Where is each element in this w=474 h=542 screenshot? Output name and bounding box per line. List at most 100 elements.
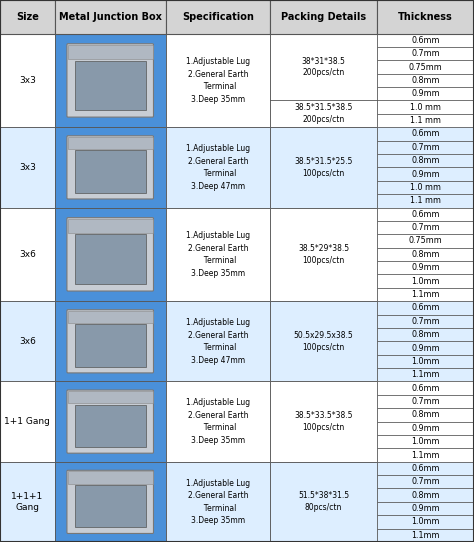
Text: 0.8mm: 0.8mm	[411, 250, 440, 259]
Text: 1+1+1
Gang: 1+1+1 Gang	[11, 492, 44, 512]
Text: 1.Adjustable Lug
2.General Earth
  Terminal
3.Deep 47mm: 1.Adjustable Lug 2.General Earth Termina…	[186, 318, 250, 365]
Bar	[74, 324, 146, 367]
Bar	[0, 208, 55, 301]
Bar	[377, 234, 474, 248]
Bar	[55, 382, 166, 462]
Bar	[166, 208, 270, 301]
Text: 0.8mm: 0.8mm	[411, 410, 440, 420]
Bar	[166, 301, 270, 382]
Bar	[377, 448, 474, 462]
Text: 0.7mm: 0.7mm	[411, 223, 440, 232]
Bar	[377, 435, 474, 448]
Text: 1+1 Gang: 1+1 Gang	[4, 417, 50, 426]
FancyBboxPatch shape	[67, 218, 154, 291]
Bar	[377, 528, 474, 542]
Text: 50.5x29.5x38.5
100pcs/ctn: 50.5x29.5x38.5 100pcs/ctn	[293, 331, 354, 352]
Bar	[0, 301, 55, 382]
Text: 0.8mm: 0.8mm	[411, 76, 440, 85]
Bar	[377, 475, 474, 488]
Text: Packing Details: Packing Details	[281, 12, 366, 22]
Text: Thickness: Thickness	[398, 12, 453, 22]
Text: 38*31*38.5
200pcs/ctn: 38*31*38.5 200pcs/ctn	[301, 57, 346, 78]
Bar	[377, 368, 474, 382]
Bar	[377, 462, 474, 475]
Bar	[270, 127, 377, 208]
Text: 51.5*38*31.5
80pcs/ctn: 51.5*38*31.5 80pcs/ctn	[298, 492, 349, 512]
Bar	[377, 515, 474, 528]
Bar	[377, 341, 474, 354]
Bar	[377, 488, 474, 502]
Text: 0.6mm: 0.6mm	[411, 130, 440, 138]
Bar	[270, 0, 377, 34]
Bar	[377, 140, 474, 154]
Bar	[377, 114, 474, 127]
Bar	[55, 208, 166, 301]
Text: 0.6mm: 0.6mm	[411, 210, 440, 219]
Text: 1.1mm: 1.1mm	[411, 370, 440, 379]
Text: 1.0 mm: 1.0 mm	[410, 183, 441, 192]
Bar	[68, 311, 153, 323]
Bar	[166, 34, 270, 127]
Text: 0.9mm: 0.9mm	[411, 170, 440, 178]
Text: 1.1 mm: 1.1 mm	[410, 196, 441, 205]
Bar	[270, 462, 377, 542]
Text: 0.6mm: 0.6mm	[411, 384, 440, 392]
Text: 0.9mm: 0.9mm	[411, 263, 440, 272]
Text: 0.7mm: 0.7mm	[411, 143, 440, 152]
Text: 3x3: 3x3	[19, 163, 36, 172]
Bar	[377, 194, 474, 208]
Bar	[74, 150, 146, 193]
Text: 0.75mm: 0.75mm	[409, 62, 442, 72]
Bar	[166, 382, 270, 462]
Bar	[377, 408, 474, 422]
Text: 0.9mm: 0.9mm	[411, 89, 440, 98]
Bar	[0, 34, 55, 127]
Bar	[377, 47, 474, 60]
Bar	[377, 74, 474, 87]
Text: Metal Junction Box: Metal Junction Box	[59, 12, 162, 22]
Text: Size: Size	[16, 12, 39, 22]
Bar	[377, 100, 474, 114]
Text: 0.9mm: 0.9mm	[411, 424, 440, 433]
Bar	[377, 87, 474, 100]
Text: 0.7mm: 0.7mm	[411, 49, 440, 58]
Bar	[74, 235, 146, 284]
Text: 1.Adjustable Lug
2.General Earth
  Terminal
3.Deep 47mm: 1.Adjustable Lug 2.General Earth Termina…	[186, 144, 250, 191]
Text: 38.5*31.5*25.5
100pcs/ctn: 38.5*31.5*25.5 100pcs/ctn	[294, 157, 353, 178]
Bar	[74, 404, 146, 447]
Text: 0.9mm: 0.9mm	[411, 344, 440, 352]
Bar	[377, 221, 474, 234]
Bar	[166, 462, 270, 542]
Bar	[377, 395, 474, 408]
Text: 3x6: 3x6	[19, 250, 36, 259]
Bar	[377, 248, 474, 261]
Bar	[74, 485, 146, 527]
Text: 0.7mm: 0.7mm	[411, 397, 440, 406]
Bar	[0, 127, 55, 208]
Bar	[0, 382, 55, 462]
Text: 1.0mm: 1.0mm	[411, 276, 440, 286]
Bar	[55, 0, 166, 34]
Bar	[377, 34, 474, 47]
Bar	[377, 314, 474, 328]
Text: 38.5*31.5*38.5
200pcs/ctn: 38.5*31.5*38.5 200pcs/ctn	[294, 104, 353, 124]
Bar	[377, 354, 474, 368]
Bar	[68, 472, 153, 483]
Bar	[377, 60, 474, 74]
Bar	[377, 288, 474, 301]
Text: 0.6mm: 0.6mm	[411, 304, 440, 312]
Text: 1.Adjustable Lug
2.General Earth
  Terminal
3.Deep 35mm: 1.Adjustable Lug 2.General Earth Termina…	[186, 57, 250, 104]
FancyBboxPatch shape	[67, 136, 154, 199]
Text: 0.9mm: 0.9mm	[411, 504, 440, 513]
Bar	[377, 208, 474, 221]
Text: 1.Adjustable Lug
2.General Earth
  Terminal
3.Deep 35mm: 1.Adjustable Lug 2.General Earth Termina…	[186, 479, 250, 525]
Text: 1.1mm: 1.1mm	[411, 290, 440, 299]
Text: 1.1mm: 1.1mm	[411, 450, 440, 460]
Text: 0.7mm: 0.7mm	[411, 317, 440, 326]
Bar	[377, 422, 474, 435]
Text: 1.1mm: 1.1mm	[411, 531, 440, 540]
Bar	[0, 462, 55, 542]
Text: 1.0mm: 1.0mm	[411, 437, 440, 446]
Bar	[270, 208, 377, 301]
Bar	[166, 0, 270, 34]
